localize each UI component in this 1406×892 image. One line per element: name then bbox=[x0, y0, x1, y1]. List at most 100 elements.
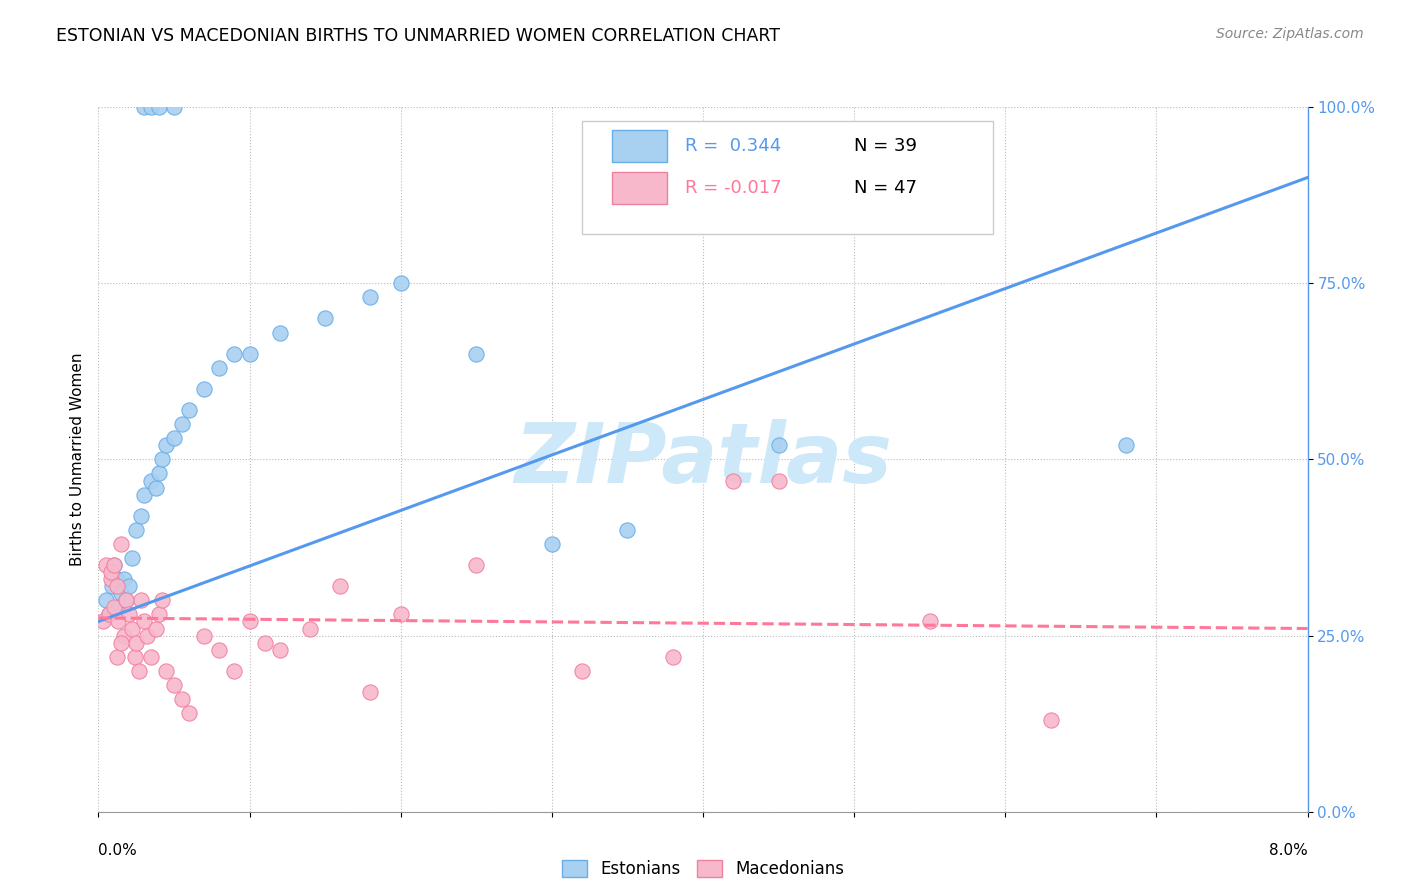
Point bbox=[110, 635, 132, 649]
Point bbox=[163, 431, 186, 445]
Point bbox=[105, 649, 128, 664]
Point bbox=[98, 607, 121, 622]
Point bbox=[129, 593, 152, 607]
Point bbox=[103, 558, 125, 573]
Point bbox=[128, 664, 150, 678]
Point bbox=[170, 417, 193, 431]
FancyBboxPatch shape bbox=[612, 172, 666, 204]
Text: N = 47: N = 47 bbox=[855, 179, 917, 197]
Text: R = -0.017: R = -0.017 bbox=[685, 179, 782, 197]
Point bbox=[107, 600, 129, 615]
Point bbox=[723, 474, 745, 488]
FancyBboxPatch shape bbox=[612, 130, 666, 161]
Point bbox=[1039, 713, 1062, 727]
Point bbox=[177, 403, 201, 417]
Point bbox=[100, 565, 122, 579]
Point bbox=[105, 579, 128, 593]
Point bbox=[91, 615, 114, 629]
Point bbox=[170, 692, 193, 706]
Point bbox=[94, 593, 117, 607]
Point bbox=[661, 649, 683, 664]
Point bbox=[141, 649, 163, 664]
Text: N = 39: N = 39 bbox=[855, 136, 917, 155]
Point bbox=[114, 593, 136, 607]
Point bbox=[121, 551, 143, 566]
Point bbox=[193, 628, 215, 642]
Point bbox=[298, 622, 321, 636]
Point bbox=[465, 346, 488, 360]
Point bbox=[114, 593, 136, 607]
Point bbox=[253, 635, 276, 649]
Point bbox=[125, 523, 148, 537]
Text: 8.0%: 8.0% bbox=[1268, 843, 1308, 858]
Point bbox=[132, 100, 155, 114]
Point bbox=[224, 664, 246, 678]
Point bbox=[145, 481, 167, 495]
Text: R =  0.344: R = 0.344 bbox=[685, 136, 782, 155]
Point bbox=[148, 467, 170, 481]
Point bbox=[540, 537, 562, 551]
Point bbox=[150, 452, 173, 467]
Point bbox=[177, 706, 201, 720]
Point bbox=[269, 326, 291, 340]
Text: 0.0%: 0.0% bbox=[98, 843, 138, 858]
Point bbox=[110, 537, 132, 551]
Point bbox=[125, 635, 148, 649]
Y-axis label: Births to Unmarried Women: Births to Unmarried Women bbox=[69, 352, 84, 566]
Text: Source: ZipAtlas.com: Source: ZipAtlas.com bbox=[1216, 27, 1364, 41]
Point bbox=[155, 438, 177, 452]
Point bbox=[768, 474, 790, 488]
Point bbox=[112, 628, 135, 642]
Point bbox=[768, 438, 790, 452]
Point bbox=[150, 593, 173, 607]
Point bbox=[329, 579, 352, 593]
Point bbox=[224, 346, 246, 360]
Point bbox=[208, 642, 231, 657]
Point bbox=[100, 572, 122, 586]
Point bbox=[360, 290, 382, 304]
Point bbox=[269, 642, 291, 657]
Point bbox=[141, 474, 163, 488]
Point bbox=[118, 579, 141, 593]
Point bbox=[389, 276, 412, 290]
Point bbox=[571, 664, 593, 678]
Point bbox=[103, 600, 125, 615]
Point bbox=[103, 558, 125, 573]
Point bbox=[208, 360, 231, 375]
Point bbox=[112, 572, 135, 586]
Point bbox=[360, 685, 382, 699]
Point bbox=[1115, 438, 1137, 452]
Point bbox=[193, 382, 215, 396]
Point bbox=[918, 615, 941, 629]
Point bbox=[105, 572, 128, 586]
Point bbox=[239, 346, 262, 360]
Point bbox=[135, 628, 157, 642]
Point bbox=[129, 508, 152, 523]
Point bbox=[148, 607, 170, 622]
Point bbox=[98, 607, 121, 622]
Point bbox=[121, 622, 143, 636]
Point bbox=[118, 607, 141, 622]
Point bbox=[124, 649, 146, 664]
Point bbox=[132, 487, 155, 501]
Point bbox=[148, 100, 170, 114]
Point bbox=[94, 558, 117, 573]
Point bbox=[141, 100, 163, 114]
Point bbox=[163, 678, 186, 692]
Point bbox=[314, 311, 336, 326]
Point bbox=[155, 664, 177, 678]
Point bbox=[163, 100, 186, 114]
Legend: Estonians, Macedonians: Estonians, Macedonians bbox=[555, 853, 851, 885]
Point bbox=[107, 615, 129, 629]
Point bbox=[239, 615, 262, 629]
Point bbox=[465, 558, 488, 573]
Point bbox=[145, 622, 167, 636]
Point bbox=[132, 615, 155, 629]
Text: ZIPatlas: ZIPatlas bbox=[515, 419, 891, 500]
FancyBboxPatch shape bbox=[582, 121, 993, 234]
Point bbox=[616, 523, 638, 537]
Text: ESTONIAN VS MACEDONIAN BIRTHS TO UNMARRIED WOMEN CORRELATION CHART: ESTONIAN VS MACEDONIAN BIRTHS TO UNMARRI… bbox=[56, 27, 780, 45]
Point bbox=[389, 607, 412, 622]
Point bbox=[110, 586, 132, 600]
Point bbox=[101, 579, 124, 593]
